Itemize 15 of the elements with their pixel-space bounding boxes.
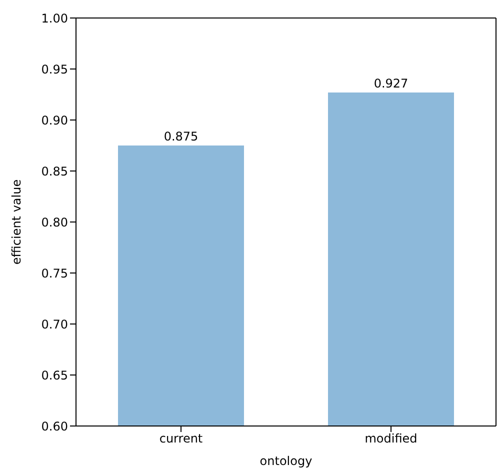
x-tick-label: modified bbox=[364, 432, 418, 446]
y-tick-label: 0.60 bbox=[41, 419, 68, 434]
y-tick-label: 0.90 bbox=[41, 113, 68, 128]
y-axis-title: efficient value bbox=[9, 179, 24, 265]
y-tick-label: 0.65 bbox=[41, 368, 68, 382]
y-tick-label: 0.75 bbox=[41, 266, 68, 280]
data-label: 0.875 bbox=[164, 130, 198, 144]
x-axis-title: ontology bbox=[260, 454, 312, 468]
y-tick-label: 0.85 bbox=[41, 164, 68, 178]
data-label: 0.927 bbox=[374, 76, 408, 90]
y-tick-label: 1.00 bbox=[41, 11, 68, 26]
y-tick-label: 0.70 bbox=[41, 317, 68, 332]
x-tick-label: current bbox=[159, 432, 203, 446]
y-tick-label: 0.80 bbox=[41, 215, 68, 230]
y-tick-label: 0.95 bbox=[41, 62, 68, 76]
